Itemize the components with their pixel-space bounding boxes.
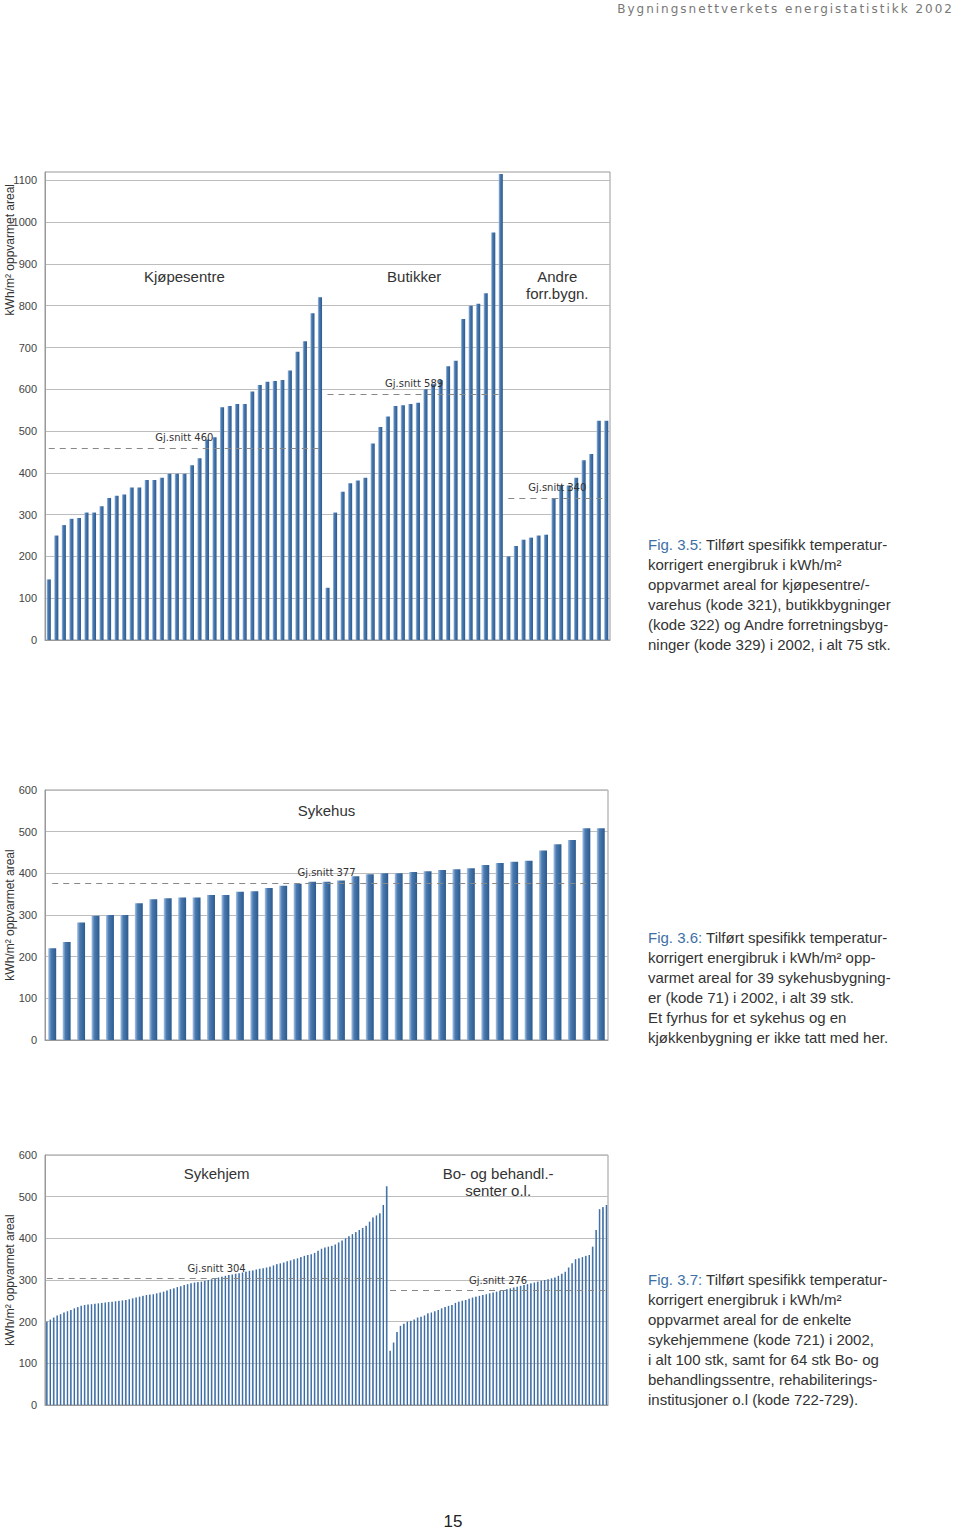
html-text:(kode 322) og Andre forretning: (kode 322) og Andre forretningsbyg- <box>648 616 889 633</box>
svg-text:100: 100 <box>19 992 37 1004</box>
svg-text:600: 600 <box>19 1149 37 1161</box>
svg-text:1000: 1000 <box>13 216 37 228</box>
svg-text:kWh/m² oppvarmet areal: kWh/m² oppvarmet areal <box>3 1214 17 1345</box>
html-text:sykehjemmene (kode 721) i 2002: sykehjemmene (kode 721) i 2002, <box>648 1331 874 1348</box>
html-text:oppvarmet areal for kjøpesentr: oppvarmet areal for kjøpesentre/- <box>648 576 870 593</box>
svg-text:0: 0 <box>31 634 37 646</box>
svg-text:1100: 1100 <box>13 174 37 186</box>
html-text:korrigert energibruk i kWh/m²: korrigert energibruk i kWh/m² <box>648 556 842 573</box>
html-text:15: 15 <box>443 1512 463 1531</box>
svg-text:400: 400 <box>19 867 37 879</box>
html-text:korrigert energibruk i kWh/m²: korrigert energibruk i kWh/m² <box>648 1291 842 1308</box>
html-text:Fig. 3.7: Tilført spesifikk te: Fig. 3.7: Tilført spesifikk temperatur- <box>648 1271 888 1288</box>
svg-text:200: 200 <box>19 951 37 963</box>
html-text:oppvarmet areal for de enkelte: oppvarmet areal for de enkelte <box>648 1311 852 1328</box>
svg-text:100: 100 <box>19 592 37 604</box>
svg-text:300: 300 <box>19 909 37 921</box>
html-text:Et fyrhus for et sykehus og en: Et fyrhus for et sykehus og en <box>648 1009 847 1026</box>
svg-text:Sykehus: Sykehus <box>298 802 356 819</box>
html-text:ninger (kode 329) i 2002, i al: ninger (kode 329) i 2002, i alt 75 stk. <box>648 636 891 653</box>
svg-text:senter o.l.: senter o.l. <box>465 1182 531 1199</box>
svg-text:500: 500 <box>19 1191 37 1203</box>
html-text:i alt 100 stk, samt for 64 stk: i alt 100 stk, samt for 64 stk Bo- og <box>648 1351 879 1368</box>
html-text:Bygningsnettverkets energistat: Bygningsnettverkets energistatistikk 200… <box>617 2 954 16</box>
svg-text:forr.bygn.: forr.bygn. <box>526 285 589 302</box>
svg-text:100: 100 <box>19 1357 37 1369</box>
svg-text:Gj.snitt 340: Gj.snitt 340 <box>528 482 586 493</box>
svg-text:500: 500 <box>19 826 37 838</box>
svg-text:Kjøpesentre: Kjøpesentre <box>144 268 225 285</box>
svg-text:900: 900 <box>19 258 37 270</box>
html-text:behandlingssentre, rehabiliter: behandlingssentre, rehabiliterings- <box>648 1371 878 1388</box>
svg-text:400: 400 <box>19 467 37 479</box>
html-text:korrigert energibruk i kWh/m²: korrigert energibruk i kWh/m² opp- <box>648 949 876 966</box>
html-text:kjøkkenbygning er ikke tatt me: kjøkkenbygning er ikke tatt med her. <box>648 1029 889 1046</box>
svg-text:Butikker: Butikker <box>387 268 441 285</box>
svg-text:700: 700 <box>19 342 37 354</box>
svg-text:Andre: Andre <box>537 268 577 285</box>
html-text:varehus (kode 321), butikkbygn: varehus (kode 321), butikkbygninger <box>648 596 891 613</box>
svg-text:Gj.snitt 304: Gj.snitt 304 <box>188 1263 246 1274</box>
svg-text:800: 800 <box>19 300 37 312</box>
svg-text:Sykehjem: Sykehjem <box>184 1165 250 1182</box>
svg-text:kWh/m² oppvarmet areal: kWh/m² oppvarmet areal <box>3 849 17 980</box>
svg-text:0: 0 <box>31 1399 37 1411</box>
html-text:varmet areal for 39 sykehusbyg: varmet areal for 39 sykehusbygning- <box>648 969 891 986</box>
svg-text:300: 300 <box>19 1274 37 1286</box>
svg-text:0: 0 <box>31 1034 37 1046</box>
svg-text:200: 200 <box>19 1316 37 1328</box>
svg-text:300: 300 <box>19 509 37 521</box>
html-text:er (kode 71) i 2002, i alt 39: er (kode 71) i 2002, i alt 39 stk. <box>648 989 854 1006</box>
svg-text:200: 200 <box>19 550 37 562</box>
svg-text:Bo- og behandl.-: Bo- og behandl.- <box>443 1165 554 1182</box>
svg-text:kWh/m² oppvarmet areal: kWh/m² oppvarmet areal <box>3 184 17 315</box>
svg-text:Gj.snitt 377: Gj.snitt 377 <box>297 867 355 878</box>
svg-text:Gj.snitt 276: Gj.snitt 276 <box>469 1275 527 1286</box>
svg-text:600: 600 <box>19 383 37 395</box>
html-text:Fig. 3.6: Tilført spesifikk te: Fig. 3.6: Tilført spesifikk temperatur- <box>648 929 888 946</box>
svg-text:600: 600 <box>19 784 37 796</box>
svg-text:Gj.snitt 589: Gj.snitt 589 <box>385 378 443 389</box>
html-text:institusjoner o.l (kode 722-72: institusjoner o.l (kode 722-729). <box>648 1391 859 1408</box>
svg-text:400: 400 <box>19 1232 37 1244</box>
svg-text:Gj.snitt 460: Gj.snitt 460 <box>155 432 213 443</box>
svg-text:500: 500 <box>19 425 37 437</box>
html-text:Fig. 3.5: Tilført spesifikk te: Fig. 3.5: Tilført spesifikk temperatur- <box>648 536 888 553</box>
